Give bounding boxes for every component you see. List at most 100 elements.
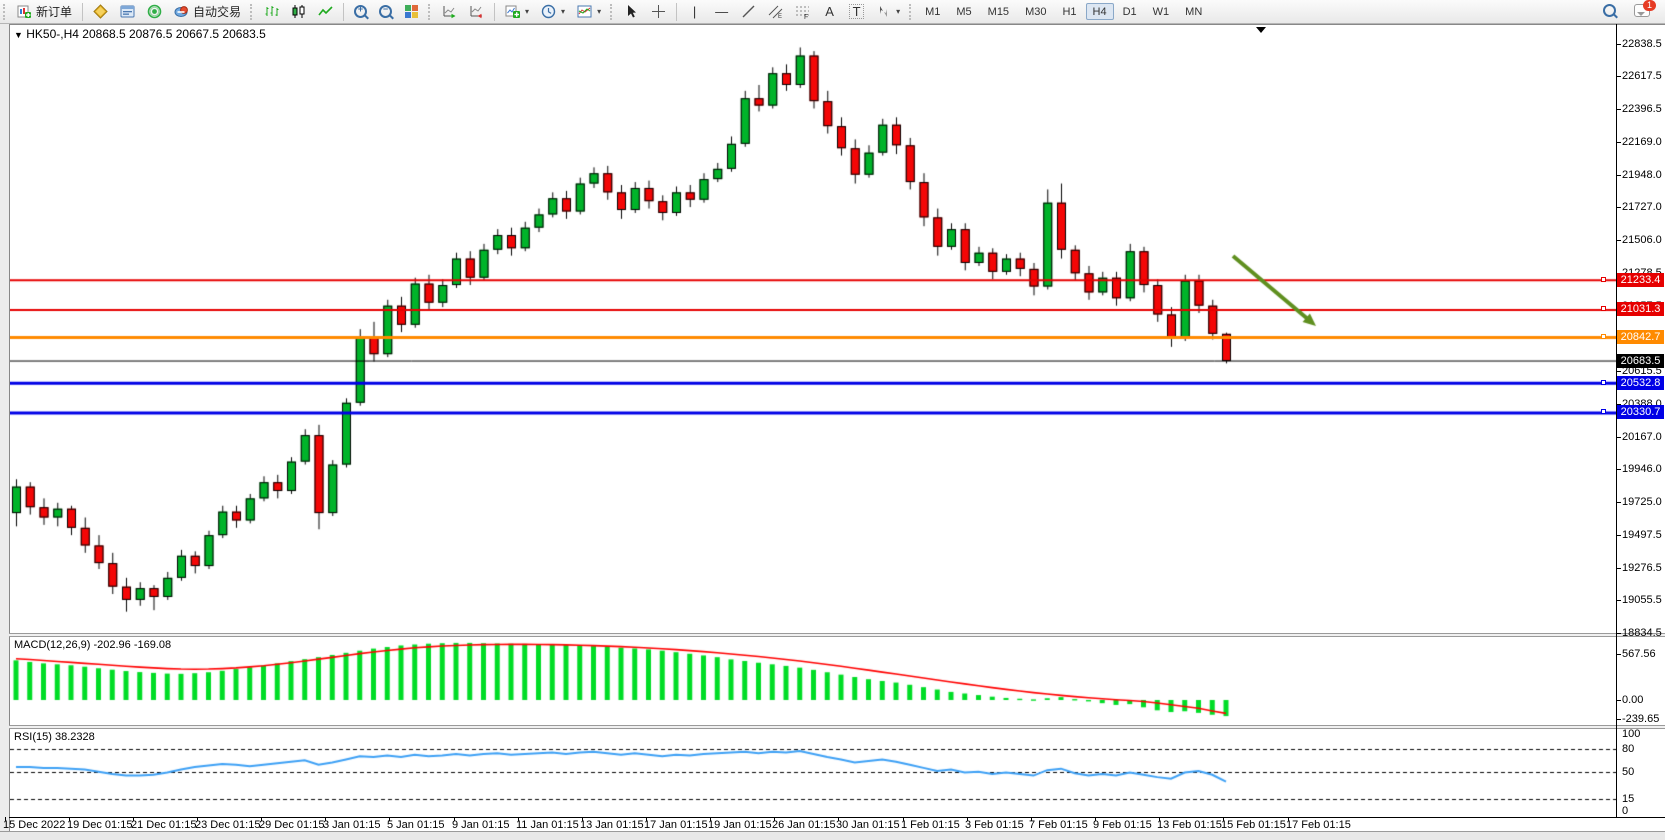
- rsi-panel-canvas[interactable]: [10, 728, 1616, 817]
- chart-shift-marker-icon[interactable]: [1256, 27, 1266, 33]
- toolbar-grip: [909, 3, 914, 20]
- price-tick: [1617, 404, 1621, 405]
- label-tool-button[interactable]: T: [844, 3, 869, 20]
- cursor-tool-button[interactable]: [619, 3, 644, 20]
- chart-bars-button[interactable]: [259, 3, 284, 20]
- time-axis-tick: [454, 817, 455, 821]
- time-axis-label: 15 Dec 2022: [3, 819, 66, 831]
- text-tool-button[interactable]: A: [817, 3, 842, 20]
- line-handle[interactable]: [1601, 277, 1606, 282]
- chart-candles-button[interactable]: [286, 3, 311, 20]
- time-axis-border: [9, 817, 1665, 818]
- hline-tool-button[interactable]: —: [709, 3, 734, 20]
- new-order-button[interactable]: 新订单: [12, 3, 77, 20]
- price-tick-label: 22617.5: [1622, 70, 1662, 82]
- tf-button-M1[interactable]: M1: [925, 5, 941, 18]
- time-axis-tick: [1223, 817, 1224, 821]
- time-axis-tick: [5, 817, 6, 821]
- trendline-tool-button[interactable]: [736, 3, 761, 20]
- level-price-tag: 20842.7: [1617, 330, 1664, 344]
- level-price-tag: 20330.7: [1617, 405, 1664, 419]
- line-handle[interactable]: [1601, 306, 1606, 311]
- tf-button-H1[interactable]: H1: [1062, 5, 1077, 18]
- chart-line-button[interactable]: [313, 3, 338, 20]
- tf-button-M5[interactable]: M5: [956, 5, 972, 18]
- tf-button-H4[interactable]: H4: [1085, 3, 1114, 20]
- price-tick: [1617, 240, 1621, 241]
- price-tick-label: 21506.0: [1622, 234, 1662, 246]
- price-tick: [1617, 535, 1621, 536]
- tf-button-M15[interactable]: M15: [987, 5, 1010, 18]
- vline-tool-button[interactable]: |: [682, 3, 707, 20]
- timeframe-bar: M1 M5 M15 M30 H1 H4 D1 W1 MN: [917, 3, 1210, 20]
- rsi-panel-splitter[interactable]: [9, 725, 1665, 729]
- line-handle[interactable]: [1601, 380, 1606, 385]
- market-watch-icon: [93, 4, 108, 19]
- chart-shift-button[interactable]: [464, 3, 489, 20]
- indicators-button[interactable]: ▾: [572, 3, 606, 20]
- arrows-tool-button[interactable]: ▾: [871, 3, 905, 20]
- macd-axis-tick: [1617, 654, 1621, 655]
- new-order-icon: [17, 4, 32, 19]
- toolbar-grip: [250, 3, 255, 20]
- navigator-icon: [120, 4, 135, 19]
- price-tick-label: 20615.5: [1622, 365, 1662, 377]
- collapse-arrow-icon[interactable]: ▼: [14, 30, 23, 40]
- time-axis-tick: [1288, 817, 1289, 821]
- signals-button[interactable]: [142, 3, 167, 20]
- time-axis-tick: [774, 817, 775, 821]
- notifications-button[interactable]: 1: [1629, 0, 1656, 19]
- tf-button-W1[interactable]: W1: [1152, 5, 1170, 18]
- autotrade-label: 自动交易: [193, 5, 242, 19]
- price-tick-label: 22169.0: [1622, 136, 1662, 148]
- market-watch-button[interactable]: [88, 3, 113, 20]
- crosshair-tool-button[interactable]: [646, 3, 671, 20]
- signals-icon: [147, 4, 162, 19]
- price-tick-label: 21727.0: [1622, 201, 1662, 213]
- chart-title: ▼ HK50-,H4 20868.5 20876.5 20667.5 20683…: [14, 27, 266, 41]
- tf-button-D1[interactable]: D1: [1122, 5, 1137, 18]
- zoom-in-button[interactable]: +: [349, 3, 372, 20]
- time-axis-label: 19 Dec 01:15: [67, 819, 133, 831]
- price-tick-label: 22838.5: [1622, 38, 1662, 50]
- line-handle[interactable]: [1601, 409, 1606, 414]
- fibonacci-tool-button[interactable]: F: [790, 3, 815, 20]
- macd-axis-label: 567.56: [1622, 648, 1656, 660]
- toolbar-grip: [610, 3, 615, 20]
- macd-panel-canvas[interactable]: [10, 636, 1616, 725]
- line-chart-icon: [318, 4, 333, 19]
- channel-letter: E: [778, 14, 782, 19]
- zoom-out-icon: −: [379, 4, 393, 18]
- new-chart-button[interactable]: ▾: [500, 3, 534, 20]
- price-tick: [1617, 600, 1621, 601]
- channel-tool-button[interactable]: E: [763, 3, 788, 20]
- price-tick-label: 20167.0: [1622, 431, 1662, 443]
- main-chart-canvas[interactable]: [10, 23, 1616, 635]
- time-axis-tick: [197, 817, 198, 821]
- auto-scroll-button[interactable]: [437, 3, 462, 20]
- time-axis-label: 19 Jan 01:15: [708, 819, 772, 831]
- rsi-indicator-label: RSI(15) 38.2328: [14, 731, 95, 743]
- time-axis-label: 23 Dec 01:15: [195, 819, 261, 831]
- macd-indicator-label: MACD(12,26,9) -202.96 -169.08: [14, 639, 172, 651]
- status-strip: [0, 831, 1665, 840]
- autotrade-button[interactable]: 自动交易: [169, 3, 246, 20]
- price-tick: [1617, 502, 1621, 503]
- search-button[interactable]: [1598, 2, 1621, 19]
- tf-button-M30[interactable]: M30: [1025, 5, 1047, 18]
- dropdown-arrow: ▾: [561, 7, 566, 16]
- period-button[interactable]: ▾: [536, 3, 570, 20]
- macd-panel-splitter[interactable]: [9, 633, 1665, 637]
- line-handle[interactable]: [1601, 334, 1606, 339]
- tf-button-MN[interactable]: MN: [1185, 5, 1203, 18]
- new-chart-icon: [505, 4, 521, 19]
- chat-bubble-icon: 1: [1634, 0, 1656, 17]
- trendline-icon: [741, 4, 756, 19]
- navigator-button[interactable]: [115, 3, 140, 20]
- zoom-out-button[interactable]: −: [374, 3, 397, 20]
- clock-icon: [541, 4, 556, 19]
- time-axis-tick: [582, 817, 583, 821]
- price-tick: [1617, 207, 1621, 208]
- tile-windows-button[interactable]: [399, 3, 424, 20]
- macd-axis-tick: [1617, 719, 1621, 720]
